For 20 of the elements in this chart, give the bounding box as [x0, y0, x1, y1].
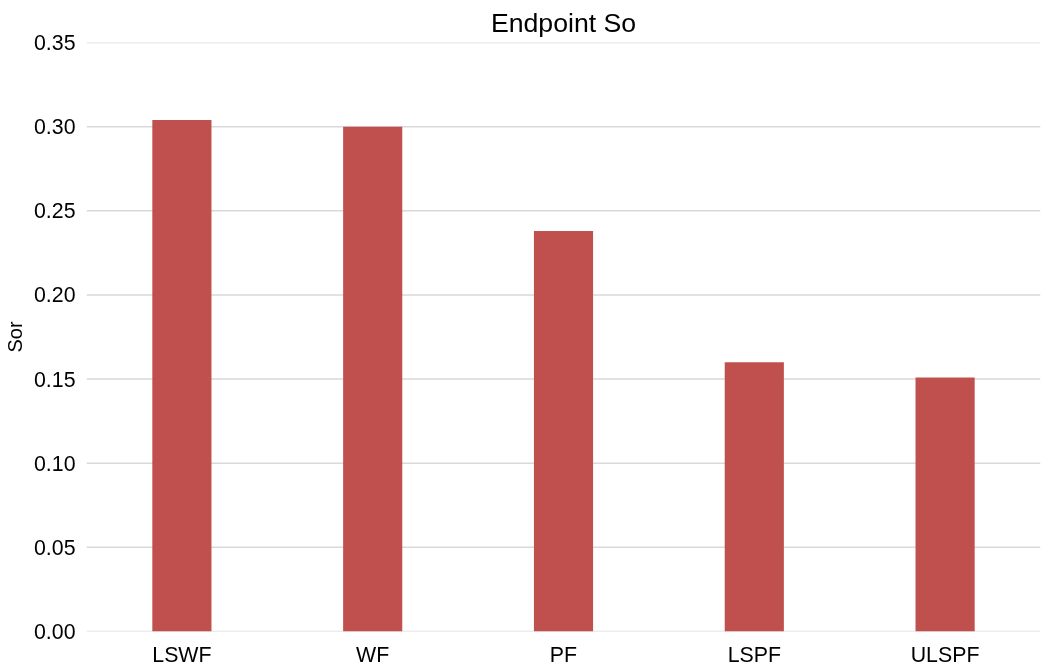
- y-tick-label: 0.30: [33, 115, 76, 140]
- x-tick-label: LSWF: [152, 642, 212, 667]
- x-tick-label: PF: [549, 642, 578, 667]
- y-tick-label: 0.20: [33, 283, 76, 308]
- bar: [343, 126, 403, 632]
- y-tick-label: 0.10: [33, 451, 76, 476]
- y-tick-label: 0.00: [33, 620, 76, 644]
- y-tick-label: 0.35: [33, 31, 76, 55]
- chart-title: Endpoint So: [490, 7, 637, 38]
- y-tick-label: 0.05: [33, 535, 76, 560]
- x-tick-label: ULSPF: [910, 642, 980, 667]
- bar: [915, 377, 975, 632]
- x-tick-label: LSPF: [727, 642, 781, 667]
- x-tick-label: WF: [356, 642, 390, 667]
- bar: [152, 119, 212, 632]
- y-axis-title: Sor: [3, 321, 26, 353]
- y-tick-label: 0.25: [33, 199, 76, 224]
- bar: [533, 230, 594, 632]
- y-tick-label: 0.15: [33, 367, 76, 392]
- bar: [724, 362, 784, 632]
